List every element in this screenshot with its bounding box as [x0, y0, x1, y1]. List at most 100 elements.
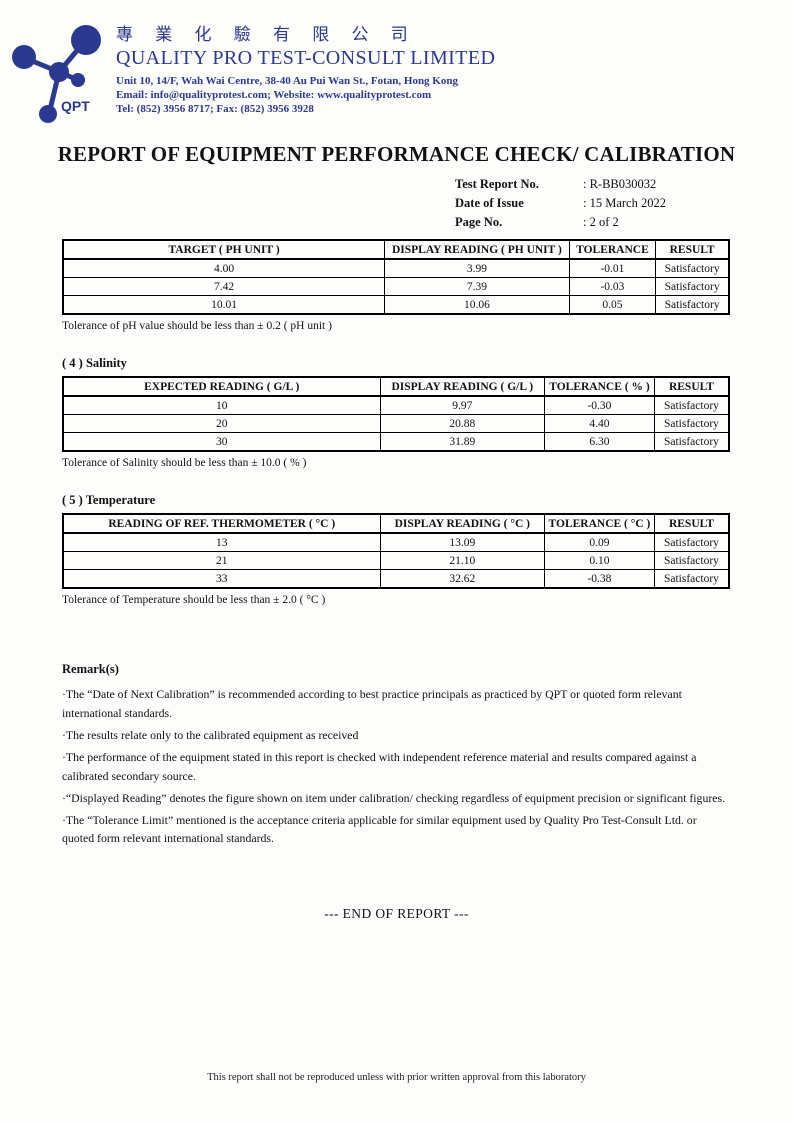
column-header: DISPLAY READING ( G/L ) [379, 376, 546, 398]
table-cell: 6.30 [544, 432, 655, 452]
table-cell: 9.97 [379, 395, 546, 416]
remark-item: ·The results relate only to the calibrat… [62, 728, 359, 742]
section-heading-salinity: ( 4 ) Salinity [62, 356, 127, 371]
table-cell: Satisfactory [653, 395, 730, 416]
table-cell: 30 [62, 432, 381, 452]
table-cell: 20 [62, 414, 381, 434]
page-no-label: Page No. [455, 214, 503, 229]
table-cell: 4.00 [62, 258, 386, 279]
table-cell: 13 [62, 532, 381, 553]
table-cell: -0.38 [544, 569, 655, 589]
table-cell: -0.30 [544, 395, 655, 416]
column-header: EXPECTED READING ( G/L ) [62, 376, 381, 398]
remark-item: ·The performance of the equipment stated… [62, 749, 697, 783]
table-cell: 10.06 [384, 295, 570, 315]
date-of-issue-label: Date of Issue [455, 195, 524, 210]
letterhead-text: 專 業 化 驗 有 限 公 司 QUALITY PRO TEST-CONSULT… [116, 10, 495, 116]
temperature-tolerance-note: Tolerance of Temperature should be less … [62, 594, 326, 607]
table-cell: 10 [62, 395, 381, 416]
table-row: 20 20.88 4.40 Satisfactory [62, 414, 730, 434]
temperature-calibration-table: READING OF REF. THERMOMETER ( °C ) DISPL… [62, 513, 730, 590]
report-info-row: Page No. : 2 of 2 [455, 213, 793, 232]
column-header: TOLERANCE ( % ) [544, 376, 655, 398]
table-row: 21 21.10 0.10 Satisfactory [62, 551, 730, 571]
column-header: READING OF REF. THERMOMETER ( °C ) [62, 513, 381, 535]
table-row: 30 31.89 6.30 Satisfactory [62, 432, 730, 452]
ph-tolerance-note: Tolerance of pH value should be less tha… [62, 320, 332, 333]
table-header-row: TARGET ( PH UNIT ) DISPLAY READING ( PH … [62, 239, 730, 261]
column-header: TOLERANCE [568, 239, 657, 261]
company-name-english: QUALITY PRO TEST-CONSULT LIMITED [116, 47, 496, 69]
column-header: RESULT [655, 239, 730, 261]
salinity-calibration-table: EXPECTED READING ( G/L ) DISPLAY READING… [62, 376, 730, 453]
column-header: TARGET ( PH UNIT ) [62, 239, 386, 261]
logo-text: QPT [61, 98, 90, 114]
table-cell: 10.01 [62, 295, 386, 315]
table-cell: 21 [62, 551, 381, 571]
table-header-row: EXPECTED READING ( G/L ) DISPLAY READING… [62, 376, 730, 398]
table-row: 7.42 7.39 -0.03 Satisfactory [62, 277, 730, 297]
company-email-website: Email: info@qualityprotest.com; Website:… [116, 88, 432, 101]
table-header-row: READING OF REF. THERMOMETER ( °C ) DISPL… [62, 513, 730, 535]
table-row: 13 13.09 0.09 Satisfactory [62, 532, 730, 553]
table-cell: 0.10 [544, 551, 655, 571]
test-report-no-value: : R-BB030032 [583, 177, 657, 191]
table-cell: 13.09 [379, 532, 546, 553]
column-header: TOLERANCE ( °C ) [544, 513, 655, 535]
company-tel-fax: Tel: (852) 3956 8717; Fax: (852) 3956 39… [116, 102, 314, 115]
table-row: 4.00 3.99 -0.01 Satisfactory [62, 258, 730, 279]
table-row: 10.01 10.06 0.05 Satisfactory [62, 295, 730, 315]
section-heading-temperature: ( 5 ) Temperature [62, 493, 156, 508]
table-cell: 7.39 [384, 277, 570, 297]
page-title: REPORT OF EQUIPMENT PERFORMANCE CHECK/ C… [57, 142, 736, 166]
table-cell: Satisfactory [655, 277, 730, 297]
table-cell: Satisfactory [653, 532, 730, 553]
table-row: 10 9.97 -0.30 Satisfactory [62, 395, 730, 416]
table-cell: Satisfactory [655, 295, 730, 315]
table-cell: 32.62 [379, 569, 546, 589]
company-name-chinese: 專 業 化 驗 有 限 公 司 [116, 25, 417, 44]
table-cell: Satisfactory [655, 258, 730, 279]
table-cell: -0.03 [568, 277, 657, 297]
table-cell: Satisfactory [653, 414, 730, 434]
company-contact-block: Unit 10, 14/F, Wah Wai Centre, 38-40 Au … [116, 75, 495, 116]
page-no-value: : 2 of 2 [583, 214, 619, 229]
remarks-section: Remark(s) ·The “Date of Next Calibration… [62, 662, 731, 848]
table-cell: 33 [62, 569, 381, 589]
column-header: RESULT [653, 513, 730, 535]
footer-disclaimer: This report shall not be reproduced unle… [207, 1072, 586, 1083]
ph-calibration-table: TARGET ( PH UNIT ) DISPLAY READING ( PH … [62, 239, 730, 316]
table-cell: 20.88 [379, 414, 546, 434]
report-body: TARGET ( PH UNIT ) DISPLAY READING ( PH … [62, 239, 731, 922]
table-cell: Satisfactory [653, 569, 730, 589]
table-cell: 3.99 [384, 258, 570, 279]
test-report-no-label: Test Report No. [455, 177, 539, 191]
table-cell: 0.05 [568, 295, 657, 315]
remark-item: ·The “Date of Next Calibration” is recom… [62, 687, 682, 721]
table-cell: Satisfactory [653, 432, 730, 452]
report-info-row: Test Report No. : R-BB030032 [455, 175, 793, 194]
letterhead: QPT 專 業 化 驗 有 限 公 司 QUALITY PRO TEST-CON… [0, 0, 793, 128]
company-address: Unit 10, 14/F, Wah Wai Centre, 38-40 Au … [116, 75, 458, 87]
salinity-tolerance-note: Tolerance of Salinity should be less tha… [62, 457, 307, 470]
table-cell: 4.40 [544, 414, 655, 434]
remarks-heading: Remark(s) [62, 662, 119, 677]
table-cell: Satisfactory [653, 551, 730, 571]
table-cell: 7.42 [62, 277, 386, 297]
column-header: DISPLAY READING ( °C ) [379, 513, 546, 535]
column-header: DISPLAY READING ( PH UNIT ) [384, 239, 570, 261]
report-info-row: Date of Issue : 15 March 2022 [455, 194, 793, 213]
table-cell: 31.89 [379, 432, 546, 452]
report-info-block: Test Report No. : R-BB030032 Date of Iss… [455, 175, 793, 231]
qpt-logo: QPT [8, 10, 110, 128]
table-cell: -0.01 [568, 258, 657, 279]
remark-item: ·The “Tolerance Limit” mentioned is the … [62, 812, 697, 846]
table-row: 33 32.62 -0.38 Satisfactory [62, 569, 730, 589]
table-cell: 0.09 [544, 532, 655, 553]
end-of-report-marker: --- END OF REPORT --- [324, 906, 469, 922]
remark-item: ·“Displayed Reading” denotes the figure … [62, 790, 726, 805]
date-of-issue-value: : 15 March 2022 [583, 195, 666, 210]
column-header: RESULT [653, 376, 730, 398]
table-cell: 21.10 [379, 551, 546, 571]
